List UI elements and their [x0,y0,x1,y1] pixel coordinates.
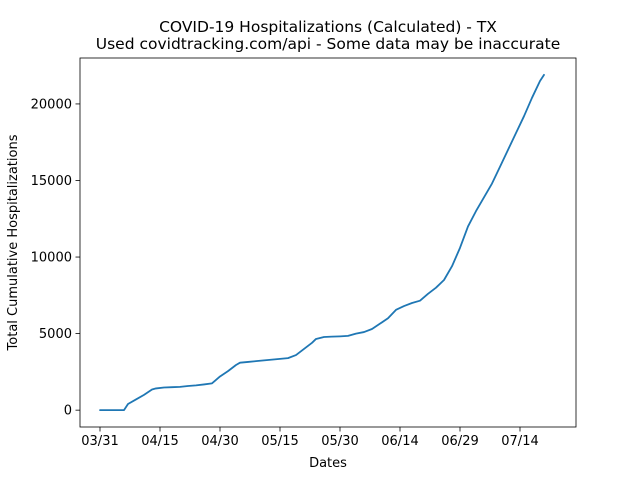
x-tick-label: 06/29 [441,434,478,449]
hospitalizations-line [99,73,545,412]
x-axis-label: Dates [309,456,347,471]
plot-area-frame [79,57,577,428]
y-tick-label: 5000 [39,327,72,342]
x-tick-label: 04/15 [141,434,178,449]
x-tick-label: 05/30 [321,434,358,449]
x-axis-ticks: 03/31 04/15 04/30 05/15 05/30 06/14 06/29 07/14 [81,427,539,449]
y-tick-label: 20000 [31,97,72,112]
y-tick-label: 15000 [31,174,72,189]
y-axis-ticks: 0 5000 10000 15000 20000 [31,97,80,419]
x-tick-label: 04/30 [201,434,238,449]
chart-title: COVID-19 Hospitalizations (Calculated) -… [159,18,497,36]
x-tick-label: 06/14 [381,434,418,449]
x-tick-label: 05/15 [261,434,298,449]
x-tick-label: 03/31 [81,434,118,449]
x-tick-label: 07/14 [501,434,538,449]
chart-subtitle: Used covidtracking.com/api - Some data m… [96,35,561,53]
y-tick-label: 10000 [31,251,72,266]
y-axis-label: Total Cumulative Hospitalizations [6,134,21,351]
y-tick-label: 0 [64,404,72,419]
